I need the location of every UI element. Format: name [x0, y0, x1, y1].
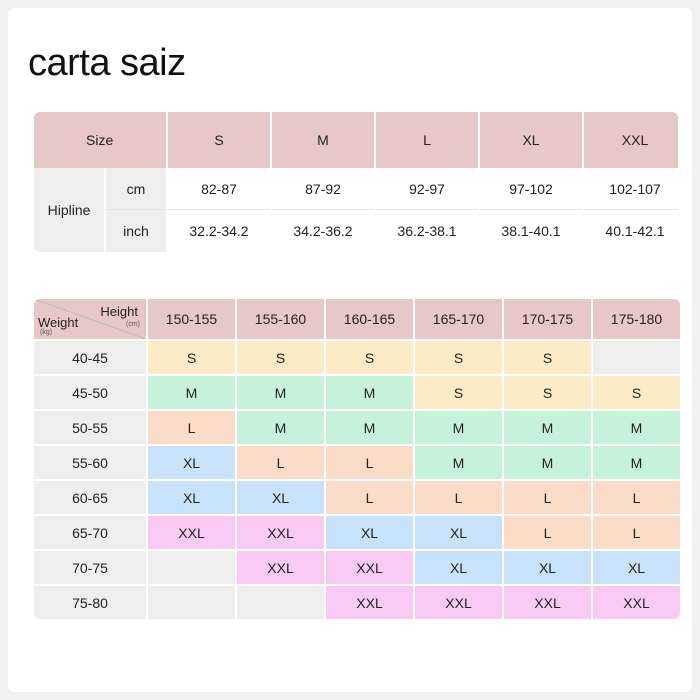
size-cell: S: [504, 376, 591, 409]
size-cell: XXL: [148, 516, 235, 549]
height-header: 150-155: [148, 299, 235, 339]
size-cell: M: [326, 411, 413, 444]
size-cell: XL: [326, 516, 413, 549]
size-cell: M: [237, 376, 324, 409]
weight-unit-label: (kg): [40, 329, 53, 336]
size-cell: L: [593, 481, 680, 514]
size-cell: XL: [148, 481, 235, 514]
size-cell: M: [415, 411, 502, 444]
weight-height-table: Height (cm) Weight (kg) 150-155 155-160 160-16…: [34, 299, 680, 619]
size-cell: XXL: [237, 516, 324, 549]
weight-row-label: 55-60: [34, 446, 146, 479]
size-cell: XL: [593, 551, 680, 584]
height-header: 165-170: [415, 299, 502, 339]
size-cell: XXL: [504, 586, 591, 619]
size-cell: L: [504, 516, 591, 549]
size-header-l: L: [376, 112, 478, 168]
height-header: 155-160: [237, 299, 324, 339]
weight-row-label: 50-55: [34, 411, 146, 444]
size-chart-card: carta saiz Size S M L XL XXL Hipline cm 82-87 87-…: [8, 8, 692, 692]
size-cell: L: [326, 446, 413, 479]
hipline-value: 32.2-34.2: [168, 210, 270, 252]
size-cell: M: [593, 411, 680, 444]
table-corner-header: Height (cm) Weight (kg): [34, 299, 146, 339]
weight-row-label: 45-50: [34, 376, 146, 409]
size-cell: S: [237, 341, 324, 374]
size-cell: S: [415, 376, 502, 409]
size-cell: M: [326, 376, 413, 409]
weight-row-label: 40-45: [34, 341, 146, 374]
size-cell: M: [237, 411, 324, 444]
size-cell: XXL: [326, 551, 413, 584]
size-cell: XL: [415, 516, 502, 549]
hipline-value: 97-102: [480, 168, 582, 210]
weight-row-label: 70-75: [34, 551, 146, 584]
size-cell: L: [415, 481, 502, 514]
size-header-s: S: [168, 112, 270, 168]
height-header: 170-175: [504, 299, 591, 339]
height-unit-label: (cm): [126, 321, 140, 328]
size-cell: L: [237, 446, 324, 479]
size-cell: M: [593, 446, 680, 479]
hipline-value: 36.2-38.1: [376, 210, 478, 252]
size-header-label: Size: [34, 112, 166, 168]
page-title: carta saiz: [28, 42, 186, 84]
hipline-value: 87-92: [272, 168, 374, 210]
size-cell: L: [148, 411, 235, 444]
size-cell: XL: [415, 551, 502, 584]
height-header: 160-165: [326, 299, 413, 339]
size-cell: S: [326, 341, 413, 374]
hipline-label: Hipline: [34, 168, 104, 252]
size-cell: L: [593, 516, 680, 549]
size-cell: L: [326, 481, 413, 514]
height-header: 175-180: [593, 299, 680, 339]
size-cell-empty: [148, 551, 235, 584]
hipline-value: 40.1-42.1: [584, 210, 678, 252]
size-cell: M: [148, 376, 235, 409]
size-cell: S: [593, 376, 680, 409]
size-cell: S: [415, 341, 502, 374]
hipline-value: 34.2-36.2: [272, 210, 374, 252]
size-cell: XXL: [593, 586, 680, 619]
hipline-value: 92-97: [376, 168, 478, 210]
height-axis-label: Height: [100, 304, 138, 319]
hipline-value: 38.1-40.1: [480, 210, 582, 252]
size-cell: XL: [148, 446, 235, 479]
hipline-value: 102-107: [584, 168, 678, 210]
size-cell: M: [504, 446, 591, 479]
size-header-m: M: [272, 112, 374, 168]
hipline-unit-inch: inch: [106, 210, 166, 252]
size-header-xxl: XXL: [584, 112, 678, 168]
size-cell: S: [148, 341, 235, 374]
size-cell: XXL: [415, 586, 502, 619]
weight-row-label: 75-80: [34, 586, 146, 619]
size-header-xl: XL: [480, 112, 582, 168]
size-cell: XL: [504, 551, 591, 584]
size-cell: M: [504, 411, 591, 444]
size-cell: L: [504, 481, 591, 514]
size-table: Size S M L XL XXL Hipline cm 82-87 87-92 92-97 97-1…: [34, 112, 678, 252]
size-cell: S: [504, 341, 591, 374]
size-cell: XXL: [326, 586, 413, 619]
size-cell: XL: [237, 481, 324, 514]
weight-axis-label: Weight: [38, 315, 79, 330]
size-cell-empty: [148, 586, 235, 619]
weight-row-label: 65-70: [34, 516, 146, 549]
hipline-value: 82-87: [168, 168, 270, 210]
hipline-unit-cm: cm: [106, 168, 166, 210]
size-cell-empty: [237, 586, 324, 619]
size-cell: XXL: [237, 551, 324, 584]
weight-row-label: 60-65: [34, 481, 146, 514]
size-cell-empty: [593, 341, 680, 374]
size-cell: M: [415, 446, 502, 479]
